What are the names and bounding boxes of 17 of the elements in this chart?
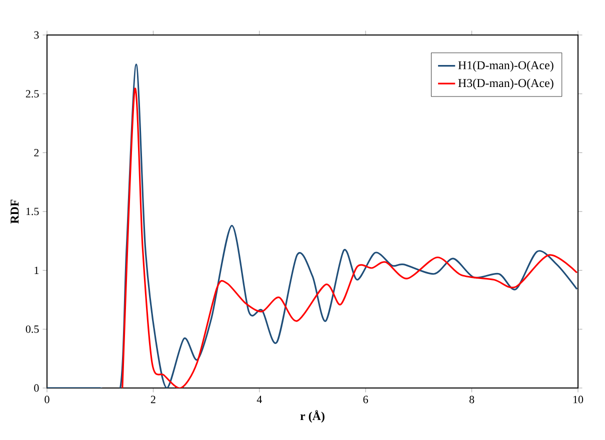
x-tick-label: 2 <box>150 396 156 404</box>
y-tick-label: 2 <box>34 149 39 156</box>
x-axis-title: r (Å) <box>300 410 324 423</box>
legend-label: H3(D-man)-O(Ace) <box>458 78 554 90</box>
y-tick-label: 2.5 <box>26 90 39 98</box>
y-tick-label: 1.5 <box>26 208 39 216</box>
y-tick-label: 3 <box>34 31 39 39</box>
legend-label: H1(D-man)-O(Ace) <box>458 60 554 72</box>
x-tick-label: 6 <box>363 396 368 404</box>
y-tick-label: 1 <box>34 266 39 274</box>
y-tick-label: 0 <box>34 384 39 392</box>
x-tick-label: 10 <box>573 396 584 404</box>
y-axis-title: RDF <box>10 200 19 224</box>
x-tick-label: 0 <box>44 396 50 404</box>
x-tick-label: 8 <box>469 396 474 404</box>
x-tick-label: 4 <box>256 396 262 404</box>
y-tick-label: 0.5 <box>26 325 39 333</box>
